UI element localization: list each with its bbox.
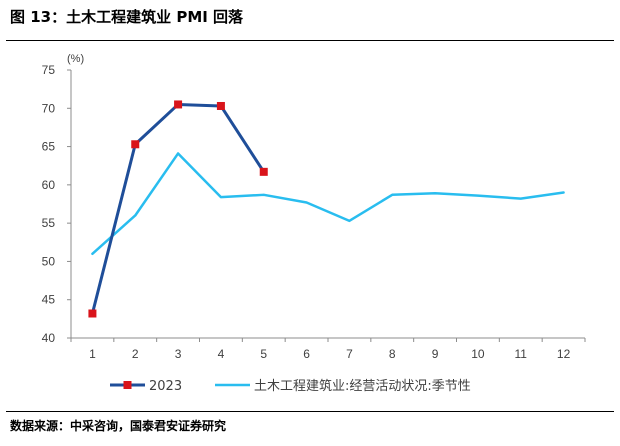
legend-label-2023: 2023: [149, 379, 182, 394]
x-tick-label: 4: [218, 347, 225, 361]
chart-legend: 2023 土木工程建筑业:经营活动状况:季节性: [110, 378, 471, 394]
chart-series: [88, 100, 565, 318]
x-tick-label: 1: [89, 347, 96, 361]
y-tick-label: 45: [42, 293, 56, 307]
y-tick-label: 75: [42, 63, 56, 77]
x-tick-label: 7: [346, 347, 353, 361]
x-tick-label: 11: [515, 347, 528, 361]
series-line-2023: [90, 102, 266, 315]
x-tick-label: 9: [432, 347, 439, 361]
data-point-marker: [131, 140, 140, 149]
data-point-marker: [259, 167, 268, 176]
series-line-seasonal: [91, 152, 565, 256]
y-tick-label: 50: [42, 254, 56, 268]
data-point-marker: [88, 309, 97, 318]
x-tick-label: 2: [132, 347, 139, 361]
data-point-marker: [216, 101, 225, 110]
y-tick-label: 70: [42, 101, 56, 115]
legend-marker-2023: [123, 381, 132, 389]
legend-label-seasonal: 土木工程建筑业:经营活动状况:季节性: [254, 378, 471, 394]
figure-title: 图 13：土木工程建筑业 PMI 回落: [10, 8, 244, 26]
y-unit-label: (%): [67, 53, 84, 65]
y-tick-label: 55: [42, 216, 56, 230]
x-tick-label: 6: [303, 347, 310, 361]
x-tick-label: 5: [260, 347, 267, 361]
x-tick-label: 12: [557, 347, 571, 361]
y-tick-label: 40: [42, 331, 56, 345]
y-tick-label: 65: [42, 140, 56, 154]
x-tick-label: 10: [471, 347, 485, 361]
x-tick-label: 8: [389, 347, 396, 361]
bottom-rule: [6, 411, 614, 412]
top-rule: [6, 40, 614, 41]
data-point-marker: [174, 100, 183, 109]
y-tick-label: 60: [42, 178, 56, 192]
x-tick-label: 3: [175, 347, 182, 361]
source-note: 数据来源：中采咨询，国泰君安证券研究: [10, 419, 227, 433]
